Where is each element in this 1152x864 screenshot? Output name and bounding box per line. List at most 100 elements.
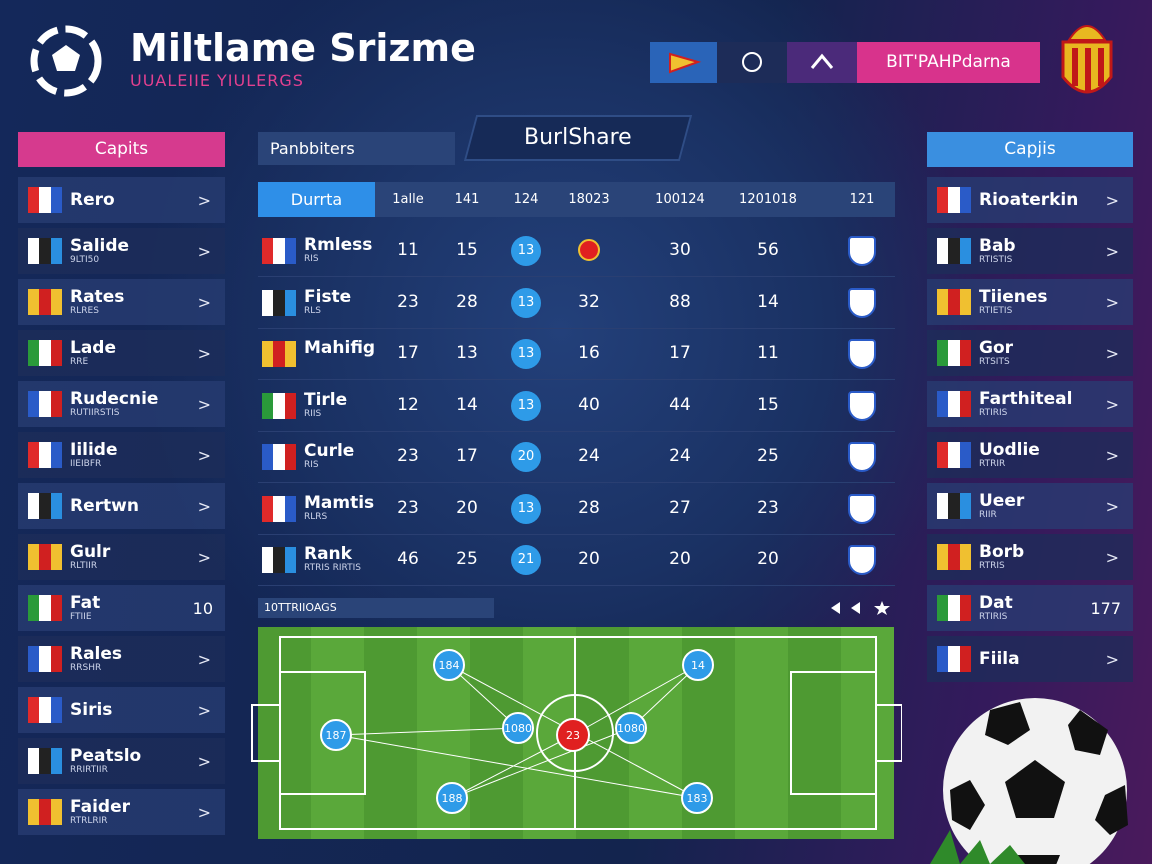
pitch-stripe bbox=[841, 627, 894, 839]
flag-stripe bbox=[937, 544, 949, 570]
table-cell: 23 bbox=[397, 291, 419, 312]
item-sub: RTRIS bbox=[979, 560, 1005, 571]
list-item[interactable]: Salide 9LTI50 > bbox=[18, 228, 225, 274]
flag-stripe bbox=[284, 289, 296, 316]
table-cell: 17 bbox=[669, 343, 691, 363]
pitch-stripe bbox=[735, 627, 788, 839]
pass-line bbox=[335, 727, 519, 736]
table-row[interactable]: Tirle RIIS 12 14 13 40 44 15 bbox=[258, 381, 895, 432]
list-item[interactable]: Borb RTRIS > bbox=[927, 534, 1133, 580]
flag-stripe bbox=[50, 340, 62, 366]
item-name: Farthiteal bbox=[979, 388, 1073, 409]
chevron: > bbox=[1105, 292, 1119, 312]
row-sub: RIS bbox=[304, 460, 319, 470]
flag-icon bbox=[937, 238, 971, 264]
list-item[interactable]: Iilide IIEIBFR > bbox=[18, 432, 225, 478]
column-header[interactable]: 18023 bbox=[568, 192, 610, 207]
pass-line bbox=[335, 734, 698, 799]
list-item[interactable]: Rioaterkin > bbox=[927, 177, 1133, 223]
flag-stripe bbox=[273, 341, 285, 367]
column-header[interactable]: 121 bbox=[849, 192, 875, 207]
row-name: Tirle bbox=[304, 389, 348, 410]
row-text: Curle RIS bbox=[304, 442, 354, 471]
player bbox=[615, 712, 647, 744]
column-header[interactable]: 100124 bbox=[655, 192, 705, 207]
chevron: > bbox=[197, 547, 211, 567]
list-item[interactable]: Farthiteal RTIRIS > bbox=[927, 381, 1133, 427]
table-row[interactable]: Mamtis RLRS 23 20 13 28 27 23 bbox=[258, 484, 895, 535]
list-item[interactable]: Gor RTSITS > bbox=[927, 330, 1133, 376]
row-text: Mahifig bbox=[304, 339, 375, 357]
row-name: Rank bbox=[304, 544, 352, 564]
player-label: 187 bbox=[326, 729, 347, 742]
list-item[interactable]: Rero > bbox=[18, 177, 225, 223]
list-item[interactable]: Rales RRSHR > bbox=[18, 636, 225, 682]
flag-stripe bbox=[937, 187, 949, 213]
tab-icon[interactable] bbox=[650, 42, 717, 83]
flag-icon bbox=[262, 444, 296, 470]
list-item[interactable]: Rates RLRES > bbox=[18, 279, 225, 325]
center-heading: BurlShare bbox=[524, 125, 632, 150]
flag-icon bbox=[28, 799, 62, 825]
flag-stripe bbox=[262, 444, 274, 470]
tab-icon[interactable] bbox=[787, 42, 857, 83]
table-row[interactable]: Rank RTRIS RIRTIS 46 25 21 20 20 20 bbox=[258, 535, 895, 586]
list-item[interactable]: Peatslo RRIRTIIR > bbox=[18, 738, 225, 784]
section-label: 10TTRIIOAGS bbox=[258, 598, 494, 618]
flag-stripe bbox=[50, 595, 62, 621]
list-item[interactable]: Rertwn > bbox=[18, 483, 225, 529]
list-item[interactable]: Faider RTRLRIR > bbox=[18, 789, 225, 835]
tab-icon[interactable] bbox=[717, 42, 787, 83]
flag-stripe bbox=[28, 595, 40, 621]
table-row[interactable]: Curle RIS 23 17 20 24 24 25 bbox=[258, 432, 895, 483]
pass-line bbox=[451, 727, 632, 799]
chevron: > bbox=[197, 496, 211, 516]
team-crest bbox=[848, 442, 876, 472]
list-item[interactable]: Fat FTIIE 10 bbox=[18, 585, 225, 631]
flag-stripe bbox=[28, 544, 40, 570]
list-item[interactable]: Bab RTISTIS > bbox=[927, 228, 1133, 274]
table-row[interactable]: Rmless RIS 11 15 13 30 56 bbox=[258, 226, 895, 277]
pass-line bbox=[572, 664, 699, 736]
flag-stripe bbox=[959, 238, 971, 264]
list-item[interactable]: Fiila > bbox=[927, 636, 1133, 682]
list-item[interactable]: Tiienes RTIETIS > bbox=[927, 279, 1133, 325]
list-item[interactable]: Lade RRE > bbox=[18, 330, 225, 376]
flag-stripe bbox=[50, 493, 62, 519]
flag-stripe bbox=[39, 442, 51, 468]
team-crest bbox=[848, 493, 876, 524]
column-header[interactable]: Durrta bbox=[290, 190, 343, 209]
flag-stripe bbox=[39, 289, 51, 315]
list-item[interactable]: Siris > bbox=[18, 687, 225, 733]
item-text: Lade RRE bbox=[70, 339, 116, 368]
item-value: 177 bbox=[1090, 598, 1121, 618]
item-text: Bab RTISTIS bbox=[979, 237, 1016, 266]
nav-icons[interactable] bbox=[825, 598, 895, 618]
flag-icon bbox=[262, 341, 296, 367]
list-item[interactable]: Dat RTIRIS 177 bbox=[927, 585, 1133, 631]
list-item[interactable]: Rudecnie RUTIIRSTIS > bbox=[18, 381, 225, 427]
column-header[interactable]: 1201018 bbox=[739, 192, 797, 207]
table-cell: 15 bbox=[757, 394, 779, 415]
tab-active[interactable]: BIT'PAHPdarna bbox=[857, 42, 1040, 83]
flag-stripe bbox=[948, 340, 960, 366]
player-label: 1080 bbox=[504, 722, 532, 735]
column-header[interactable]: 1alle bbox=[392, 192, 424, 207]
center-tab[interactable]: Panbbiters bbox=[258, 132, 455, 165]
column-header[interactable]: 124 bbox=[513, 192, 539, 207]
list-item[interactable]: Uodlie RTRIR > bbox=[927, 432, 1133, 478]
item-text: Salide 9LTI50 bbox=[70, 237, 129, 266]
player-label: 188 bbox=[442, 792, 463, 805]
flag-icon bbox=[262, 392, 296, 419]
player bbox=[556, 718, 590, 752]
column-header[interactable]: 141 bbox=[454, 192, 480, 207]
item-name: Ueer bbox=[979, 490, 1025, 511]
flag-stripe bbox=[937, 238, 949, 264]
list-item[interactable]: Ueer RIIR > bbox=[927, 483, 1133, 529]
table-row[interactable]: Fiste RLS 23 28 13 32 88 14 bbox=[258, 278, 895, 329]
list-item[interactable]: Gulr RLTIIR > bbox=[18, 534, 225, 580]
table-row[interactable]: Mahifig 17 13 13 16 17 11 bbox=[258, 329, 895, 380]
table-cell: 46 bbox=[397, 549, 419, 569]
goal bbox=[251, 704, 281, 762]
item-sub: RLTIIR bbox=[70, 560, 98, 571]
